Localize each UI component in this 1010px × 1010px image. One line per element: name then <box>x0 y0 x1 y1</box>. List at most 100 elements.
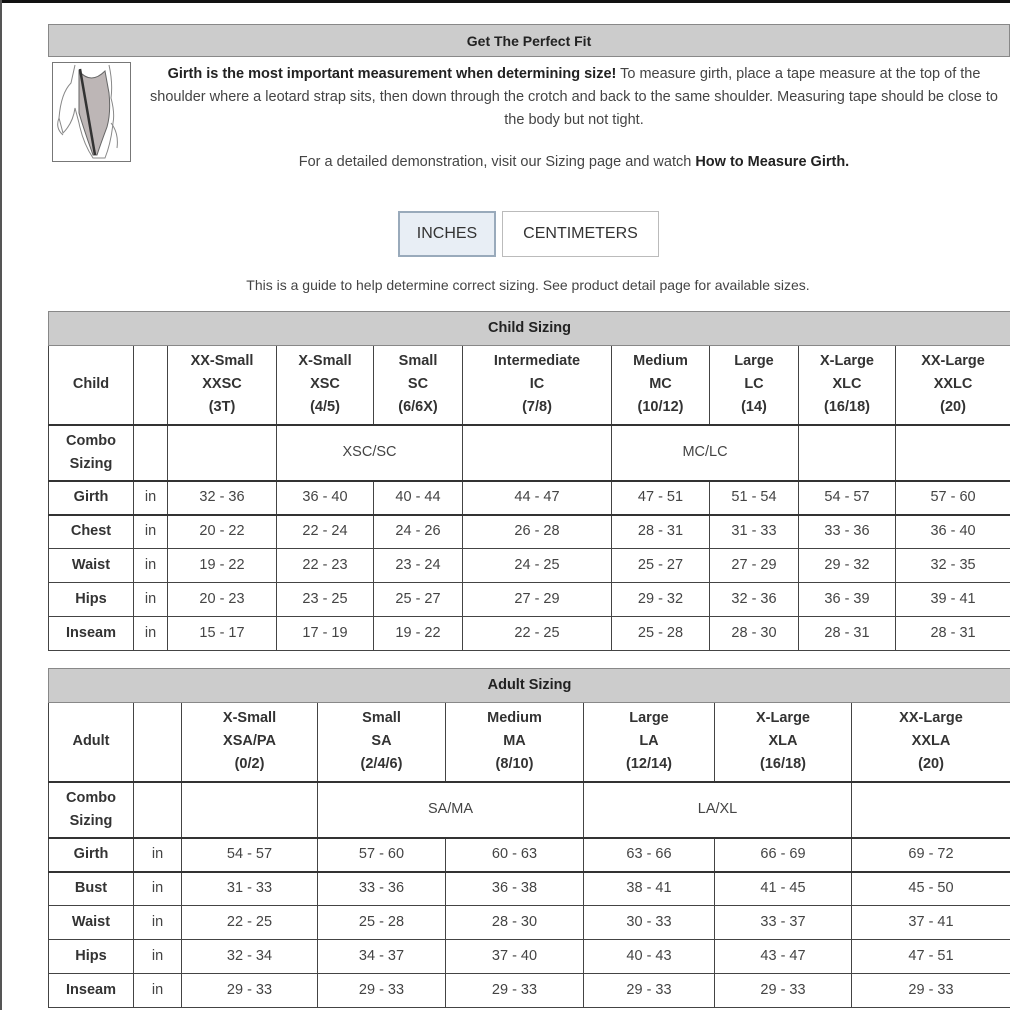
measurement-cell: 36 - 40 <box>894 514 1010 549</box>
measurement-cell: 32 - 36 <box>709 582 799 617</box>
size-header: X-Small XSA/PA (0/2) <box>181 702 318 783</box>
measurement-cell: 45 - 50 <box>850 871 1010 906</box>
size-header-line: XXLA <box>911 733 951 750</box>
measurement-cell: 20 - 22 <box>167 514 277 549</box>
size-header-line: (3T) <box>208 399 236 416</box>
size-header-line: X-Small <box>298 353 352 370</box>
measurement-cell: 69 - 72 <box>850 837 1010 873</box>
measurement-cell: 29 - 33 <box>714 973 852 1008</box>
unit-cell: in <box>133 514 168 549</box>
sizing-guide-note: This is a guide to help determine correc… <box>246 277 810 293</box>
combo-cell: XSC/SC <box>276 424 463 482</box>
table-row-waist: Waist in 22 - 25 25 - 28 28 - 30 30 - 33 33 - … <box>48 905 1010 940</box>
measurement-cell: 15 - 17 <box>167 616 277 651</box>
table-row-hips: Hips in 20 - 23 23 - 25 25 - 27 27 - 29 29 - 3… <box>48 582 1010 617</box>
size-header: X-Large XLA (16/18) <box>714 702 852 783</box>
size-header-line: (20) <box>918 756 944 773</box>
size-header-line: (10/12) <box>637 399 684 416</box>
unit-header <box>133 702 182 783</box>
measurement-cell: 22 - 25 <box>462 616 612 651</box>
unit-cell <box>133 781 182 839</box>
table-row-bust: Bust in 31 - 33 33 - 36 36 - 38 38 - 41 41 - 4… <box>48 871 1010 906</box>
measurement-cell: 29 - 32 <box>798 548 896 583</box>
size-header-line: Large <box>629 710 669 727</box>
table-row-inseam: Inseam in 15 - 17 17 - 19 19 - 22 22 - 25 25 -… <box>48 616 1010 651</box>
measurement-cell: 40 - 43 <box>583 939 715 974</box>
size-header-line: XSA/PA <box>223 733 276 750</box>
row-label: Girth <box>48 837 134 873</box>
size-header-line: (16/18) <box>760 756 806 773</box>
size-header-line: Small <box>362 710 401 727</box>
size-header-line: LC <box>744 376 764 393</box>
measurement-cell: 33 - 37 <box>714 905 852 940</box>
size-header-line: (8/10) <box>495 756 534 773</box>
size-header-line: MA <box>503 733 526 750</box>
measurement-cell: 54 - 57 <box>181 837 318 873</box>
size-header-line: X-Small <box>222 710 277 727</box>
unit-cell: in <box>133 582 168 617</box>
window-left-border <box>0 0 2 1010</box>
combo-label-line: Combo <box>66 432 116 449</box>
size-header-line: Medium <box>487 710 542 727</box>
measurement-cell: 36 - 40 <box>276 480 374 516</box>
combo-cell <box>798 424 896 482</box>
measurement-cell: 33 - 36 <box>317 871 446 906</box>
row-label: Bust <box>48 871 134 906</box>
adult-corner-label: Adult <box>48 702 134 783</box>
demo-note: For a detailed demonstration, visit our … <box>138 154 1010 170</box>
measurement-cell: 57 - 60 <box>317 837 446 873</box>
girth-measurement-illustration <box>52 62 131 162</box>
size-header: X-Small XSC (4/5) <box>276 345 374 426</box>
size-header: XX-Small XXSC (3T) <box>167 345 277 426</box>
size-header-line: (6/6X) <box>398 399 438 416</box>
measurement-cell: 47 - 51 <box>850 939 1010 974</box>
combo-cell: SA/MA <box>317 781 584 839</box>
measurement-cell: 36 - 39 <box>798 582 896 617</box>
measurement-cell: 27 - 29 <box>709 548 799 583</box>
measurement-cell: 31 - 33 <box>181 871 318 906</box>
window-top-border <box>0 0 1010 3</box>
measurement-cell: 27 - 29 <box>462 582 612 617</box>
combo-cell: MC/LC <box>611 424 799 482</box>
row-label: Waist <box>48 548 134 583</box>
row-label: Chest <box>48 514 134 549</box>
table-row-girth: Girth in 32 - 36 36 - 40 40 - 44 44 - 47 47 - … <box>48 480 1010 516</box>
measurement-cell: 29 - 33 <box>850 973 1010 1008</box>
size-header: Intermediate IC (7/8) <box>462 345 612 426</box>
size-header-line: X-Large <box>756 710 810 727</box>
size-header-line: XX-Large <box>921 353 985 370</box>
size-header-line: Large <box>734 353 774 370</box>
table-row-girth: Girth in 54 - 57 57 - 60 60 - 63 63 - 66 66 - … <box>48 837 1010 873</box>
measurement-cell: 25 - 28 <box>317 905 446 940</box>
combo-cell: LA/XL <box>583 781 852 839</box>
size-header-line: IC <box>529 376 545 393</box>
girth-how-to-text: To measure girth, place a tape measure a… <box>150 66 998 128</box>
measurement-cell: 29 - 33 <box>181 973 318 1008</box>
measurement-cell: 26 - 28 <box>462 514 612 549</box>
measurement-cell: 28 - 31 <box>894 616 1010 651</box>
measurement-cell: 28 - 30 <box>709 616 799 651</box>
size-header: Large LA (12/14) <box>583 702 715 783</box>
measurement-cell: 40 - 44 <box>373 480 463 516</box>
measurement-cell: 23 - 25 <box>276 582 374 617</box>
measurement-cell: 20 - 23 <box>167 582 277 617</box>
size-header-line: XLC <box>832 376 862 393</box>
how-to-measure-girth-link[interactable]: How to Measure Girth. <box>695 154 850 170</box>
size-header: X-Large XLC (16/18) <box>798 345 896 426</box>
unit-cell: in <box>133 616 168 651</box>
demo-text: For a detailed demonstration, visit our … <box>298 154 696 170</box>
unit-cell: in <box>133 939 182 974</box>
unit-header <box>133 345 168 426</box>
measurement-cell: 30 - 33 <box>583 905 715 940</box>
size-header-line: (4/5) <box>310 399 340 416</box>
combo-cell <box>167 424 277 482</box>
size-header: XX-Large XXLA (20) <box>850 702 1010 783</box>
inches-button[interactable]: INCHES <box>398 211 496 257</box>
size-header-line: XLA <box>768 733 798 750</box>
measurement-cell: 37 - 41 <box>850 905 1010 940</box>
combo-sizing-label: Combo Sizing <box>48 781 134 839</box>
combo-cell <box>894 424 1010 482</box>
size-header: Small SA (2/4/6) <box>317 702 446 783</box>
centimeters-button[interactable]: CENTIMETERS <box>502 211 659 257</box>
measurement-cell: 19 - 22 <box>373 616 463 651</box>
